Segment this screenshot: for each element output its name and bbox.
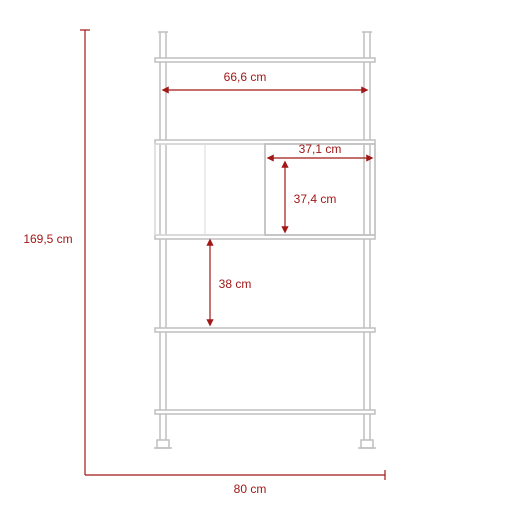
dimension-label: 38 cm [219,277,252,291]
dimension-label: 169,5 cm [23,232,72,246]
dimension-label: 66,6 cm [224,70,267,84]
shelf-dimension-diagram: 66,6 cm 37,1 cm 37,4 cm 38 cm 169,5 cm 80 cm [0,0,515,515]
dimension-label: 37,4 cm [294,192,337,206]
dimension-label: 80 cm [234,482,267,496]
dimension-label: 37,1 cm [299,142,342,156]
